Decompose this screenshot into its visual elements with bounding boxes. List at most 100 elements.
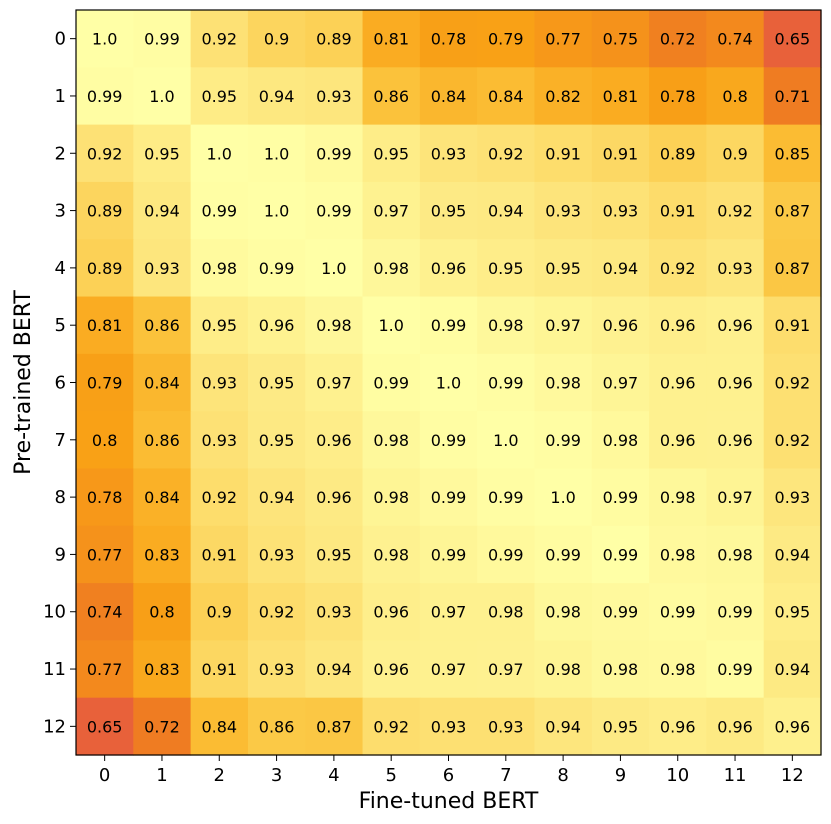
cell-value-label-3-11: 0.92 xyxy=(717,202,753,221)
heatmap-cell-10-11 xyxy=(706,583,765,641)
heatmap-cell-8-10 xyxy=(649,468,707,527)
cell-value-label-3-12: 0.87 xyxy=(775,202,811,221)
heatmap-cell-5-6 xyxy=(419,296,478,355)
x-tick-label-11: 11 xyxy=(724,765,747,786)
heatmap-cell-0-9 xyxy=(591,10,650,68)
heatmap-cell-6-1 xyxy=(133,353,192,412)
heatmap-cell-3-0 xyxy=(76,181,134,240)
cell-value-label-5-0: 0.81 xyxy=(87,316,123,335)
heatmap-cell-12-6 xyxy=(419,697,478,756)
heatmap-cell-3-12 xyxy=(763,181,822,240)
y-tick-label-3: 3 xyxy=(55,201,66,222)
heatmap-cell-10-12 xyxy=(763,583,822,641)
cell-value-label-3-9: 0.93 xyxy=(603,202,639,221)
heatmap-cell-7-2 xyxy=(190,411,249,470)
heatmap-cell-0-6 xyxy=(419,10,478,68)
cell-value-label-9-1: 0.83 xyxy=(144,545,180,564)
cell-value-label-11-4: 0.94 xyxy=(316,660,352,679)
heatmap-cell-6-12 xyxy=(763,353,822,412)
cell-value-label-11-0: 0.77 xyxy=(87,660,123,679)
heatmap-cell-11-3 xyxy=(247,640,306,699)
heatmap-cell-5-10 xyxy=(649,296,707,355)
cell-value-label-0-6: 0.78 xyxy=(431,30,467,49)
heatmap-cell-2-8 xyxy=(534,124,593,183)
cell-value-label-12-4: 0.87 xyxy=(316,717,352,736)
cell-value-label-0-5: 0.81 xyxy=(373,30,409,49)
heatmap-cell-3-1 xyxy=(133,181,192,240)
cell-value-label-2-10: 0.89 xyxy=(660,144,696,163)
x-tick-label-1: 1 xyxy=(156,765,167,786)
x-tick-label-3: 3 xyxy=(271,765,282,786)
heatmap-cell-3-4 xyxy=(305,181,364,240)
heatmap-cell-8-0 xyxy=(76,468,134,527)
cell-value-label-0-0: 1.0 xyxy=(92,30,117,49)
heatmap-cell-0-2 xyxy=(190,10,249,68)
cell-value-label-7-3: 0.95 xyxy=(259,431,295,450)
cell-value-label-9-7: 0.99 xyxy=(488,545,524,564)
cell-value-label-7-7: 1.0 xyxy=(493,431,518,450)
heatmap-cell-4-3 xyxy=(247,239,306,298)
cell-value-label-2-12: 0.85 xyxy=(775,144,811,163)
heatmap-cell-4-5 xyxy=(362,239,421,298)
heatmap-cell-10-7 xyxy=(477,583,536,641)
heatmap-cell-1-9 xyxy=(591,67,650,126)
cell-value-label-10-3: 0.92 xyxy=(259,603,295,622)
heatmap-cell-5-0 xyxy=(76,296,134,355)
heatmap-cell-3-7 xyxy=(477,181,536,240)
cell-value-label-1-3: 0.94 xyxy=(259,87,295,106)
cell-value-label-3-10: 0.91 xyxy=(660,202,696,221)
cell-value-label-12-7: 0.93 xyxy=(488,717,524,736)
heatmap-cell-9-3 xyxy=(247,525,306,584)
heatmap-cell-10-10 xyxy=(649,583,707,641)
heatmap-cell-10-8 xyxy=(534,583,593,641)
heatmap-cell-10-1 xyxy=(133,583,192,641)
cell-value-label-10-1: 0.8 xyxy=(149,603,174,622)
heatmap-cell-9-0 xyxy=(76,525,134,584)
y-tick-label-6: 6 xyxy=(55,373,66,394)
cell-value-label-12-12: 0.96 xyxy=(775,717,811,736)
heatmap-cell-5-5 xyxy=(362,296,421,355)
cell-value-label-4-0: 0.89 xyxy=(87,259,123,278)
cell-value-label-2-6: 0.93 xyxy=(431,144,467,163)
cell-value-label-10-9: 0.99 xyxy=(603,603,639,622)
heatmap-cell-0-10 xyxy=(649,10,707,68)
heatmap-cell-4-0 xyxy=(76,239,134,298)
heatmap-cell-6-2 xyxy=(190,353,249,412)
heatmap-cell-6-3 xyxy=(247,353,306,412)
cell-value-label-4-3: 0.99 xyxy=(259,259,295,278)
cell-value-label-12-9: 0.95 xyxy=(603,717,639,736)
cell-value-label-9-2: 0.91 xyxy=(201,545,237,564)
cell-value-label-11-8: 0.98 xyxy=(545,660,581,679)
heatmap-cell-4-10 xyxy=(649,239,707,298)
x-tick-label-5: 5 xyxy=(385,765,396,786)
heatmap-cell-4-1 xyxy=(133,239,192,298)
heatmap-cell-1-11 xyxy=(706,67,765,126)
heatmap-cell-7-1 xyxy=(133,411,192,470)
heatmap-cell-1-10 xyxy=(649,67,707,126)
heatmap-cell-8-3 xyxy=(247,468,306,527)
cell-value-label-11-11: 0.99 xyxy=(717,660,753,679)
heatmap-cell-9-2 xyxy=(190,525,249,584)
heatmap-cell-7-7 xyxy=(477,411,536,470)
cell-value-label-3-7: 0.94 xyxy=(488,202,524,221)
cell-value-label-2-5: 0.95 xyxy=(373,144,409,163)
y-tick-label-2: 2 xyxy=(55,143,66,164)
cell-value-label-4-12: 0.87 xyxy=(775,259,811,278)
cell-value-label-12-11: 0.96 xyxy=(717,717,753,736)
cell-value-label-6-4: 0.97 xyxy=(316,374,352,393)
cell-value-label-8-7: 0.99 xyxy=(488,488,524,507)
heatmap-cell-4-2 xyxy=(190,239,249,298)
cell-value-label-7-2: 0.93 xyxy=(201,431,237,450)
heatmap-cell-11-11 xyxy=(706,640,765,699)
cell-value-label-7-4: 0.96 xyxy=(316,431,352,450)
cell-value-label-7-8: 0.99 xyxy=(545,431,581,450)
cell-value-label-11-6: 0.97 xyxy=(431,660,467,679)
cell-value-label-0-12: 0.65 xyxy=(775,30,811,49)
heatmap-cell-7-3 xyxy=(247,411,306,470)
cell-value-label-1-5: 0.86 xyxy=(373,87,409,106)
cell-value-label-1-8: 0.82 xyxy=(545,87,581,106)
y-tick-label-1: 1 xyxy=(55,86,66,107)
heatmap-cell-12-10 xyxy=(649,697,707,756)
heatmap-cell-10-2 xyxy=(190,583,249,641)
